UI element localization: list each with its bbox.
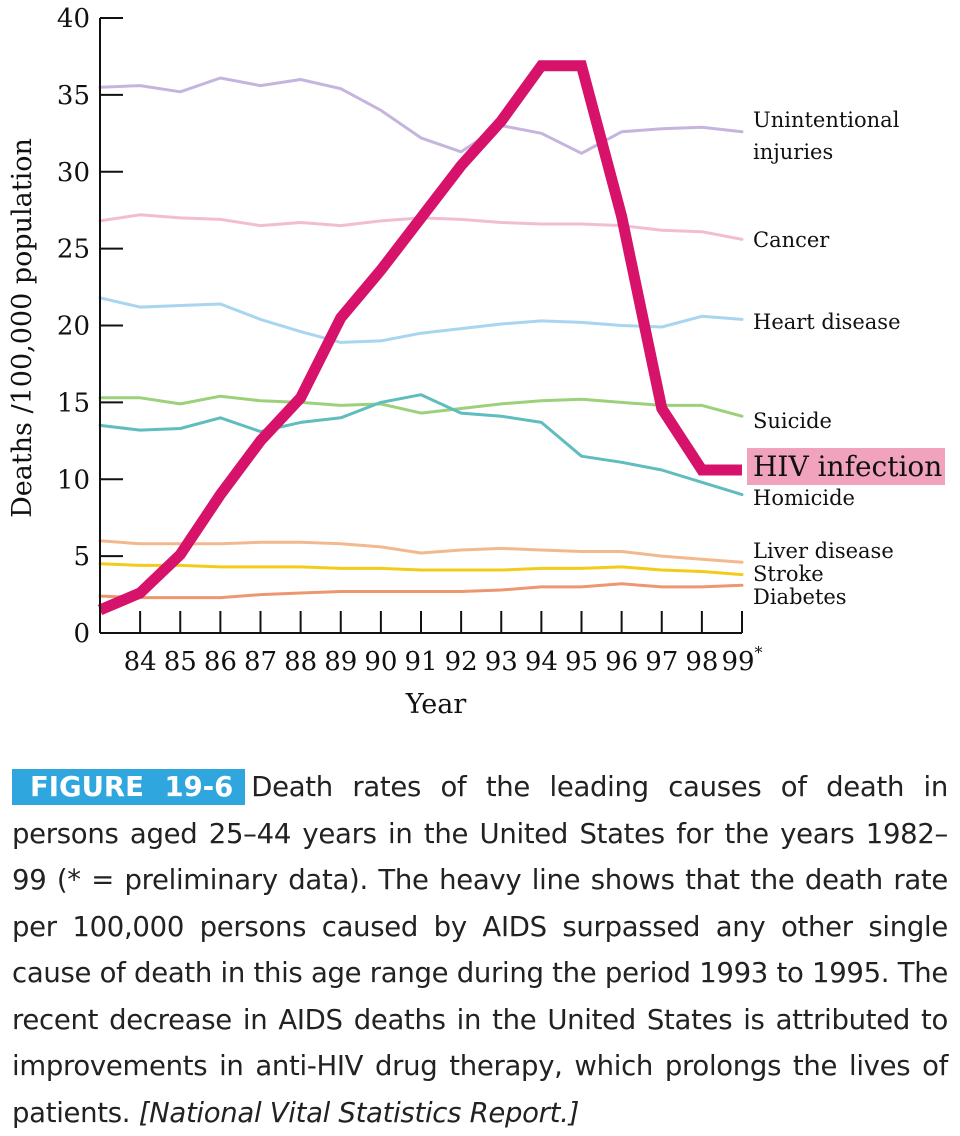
series-label-unintentional-injuries: Unintentional injuries: [753, 108, 900, 164]
y-axis-ticks: 0 5 10 15 20 25 30 35 40: [57, 4, 123, 649]
x-axis-ticks: 84 85 86 87 88 89 90 91 92 93 94 95 96 97 98 99*: [124, 611, 763, 677]
series-label-hiv-infection: HIV infection: [753, 450, 942, 483]
series-label-stroke: Stroke: [753, 562, 824, 586]
y-tick-label: 5: [73, 542, 90, 572]
x-tick-label: 97: [645, 647, 678, 677]
y-tick-label: 0: [73, 619, 90, 649]
series-label-homicide: Homicide: [753, 486, 855, 510]
series-line-unintentional-injuries: [98, 76, 744, 155]
x-tick-label: 96: [605, 647, 638, 677]
series-line-suicide: [98, 394, 744, 418]
x-axis-title: Year: [405, 689, 467, 720]
series-line-heart-disease: [98, 296, 744, 344]
x-tick-label: 93: [485, 647, 518, 677]
series-line-liver-disease: [98, 539, 744, 564]
series-labels: Unintentional injuries Cancer Heart disease…: [747, 108, 945, 609]
series-label-diabetes: Diabetes: [753, 585, 847, 609]
y-tick-label: 10: [57, 465, 90, 495]
x-tick-label: 99*: [721, 643, 762, 677]
y-tick-label: 20: [57, 312, 90, 342]
x-tick-label: 88: [284, 647, 317, 677]
series-label-liver-disease: Liver disease: [753, 539, 894, 563]
y-tick-label: 15: [57, 388, 90, 418]
y-tick-label: 25: [57, 235, 90, 265]
series-line-diabetes: [98, 582, 744, 600]
series-label-heart-disease: Heart disease: [753, 310, 901, 334]
x-tick-label: 87: [244, 647, 277, 677]
y-tick-label: 30: [57, 158, 90, 188]
x-tick-label: 90: [364, 647, 397, 677]
series-line-stroke: [98, 562, 744, 577]
caption-text: Death rates of the leading causes of dea…: [12, 771, 948, 1129]
x-tick-label: 91: [404, 647, 437, 677]
x-tick-label: 89: [324, 647, 357, 677]
y-tick-label: 35: [57, 81, 90, 111]
x-tick-label: 94: [525, 647, 558, 677]
figure-caption: FIGURE 19-6 Death rates of the leading ca…: [12, 764, 948, 1136]
y-axis-title: Deaths /100,000 population: [7, 138, 38, 518]
caption-source: [National Vital Statistics Report.]: [138, 1096, 580, 1129]
figure-label: FIGURE 19-6: [12, 769, 246, 805]
x-tick-label: 84: [124, 647, 157, 677]
series-label-cancer: Cancer: [753, 228, 830, 252]
x-tick-label: 92: [445, 647, 478, 677]
series-lines: [97, 60, 744, 615]
x-tick-label: 98: [685, 647, 718, 677]
hiv-label-highlight: [747, 448, 945, 485]
x-tick-label: 85: [164, 647, 197, 677]
y-tick-label: 40: [57, 4, 90, 34]
series-line-homicide: [98, 393, 744, 497]
x-tick-label: 86: [204, 647, 237, 677]
series-line-hiv-infection: [97, 60, 742, 615]
x-tick-label: 95: [565, 647, 598, 677]
series-label-suicide: Suicide: [753, 409, 832, 433]
